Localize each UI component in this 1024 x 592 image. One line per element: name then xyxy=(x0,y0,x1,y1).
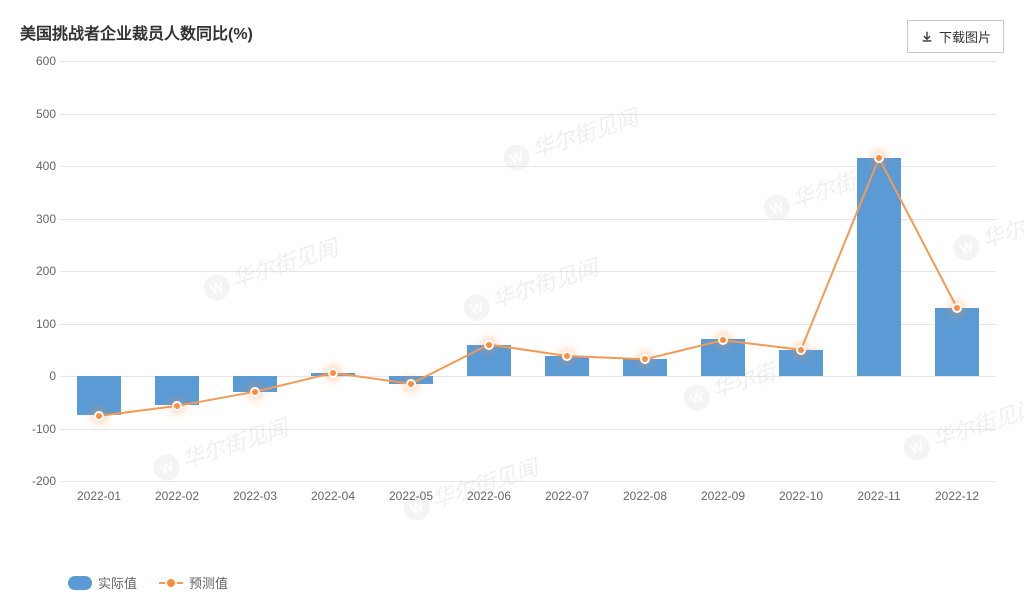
y-axis-label: -200 xyxy=(20,474,56,488)
line-marker xyxy=(328,368,338,378)
line-marker xyxy=(94,411,104,421)
legend-bar-label: 实际值 xyxy=(98,573,137,592)
y-axis-label: 600 xyxy=(20,54,56,68)
x-axis-label: 2022-05 xyxy=(389,489,433,503)
y-axis-label: 100 xyxy=(20,317,56,331)
line-marker xyxy=(484,340,494,350)
legend: 实际值 预测值 xyxy=(68,573,1004,592)
gridline xyxy=(60,481,996,482)
line-marker xyxy=(874,153,884,163)
x-axis-label: 2022-03 xyxy=(233,489,277,503)
y-axis-label: 0 xyxy=(20,369,56,383)
x-axis-label: 2022-09 xyxy=(701,489,745,503)
legend-line-label: 预测值 xyxy=(189,573,228,592)
x-axis-label: 2022-02 xyxy=(155,489,199,503)
x-axis-label: 2022-06 xyxy=(467,489,511,503)
chart-container: 美国挑战者企业裁员人数同比(%) 下载图片 -200-1000100200300… xyxy=(0,0,1024,578)
header: 美国挑战者企业裁员人数同比(%) 下载图片 xyxy=(20,20,1004,53)
x-axis-label: 2022-10 xyxy=(779,489,823,503)
y-axis-label: 200 xyxy=(20,264,56,278)
download-icon xyxy=(920,30,934,44)
x-axis-label: 2022-08 xyxy=(623,489,667,503)
download-button[interactable]: 下载图片 xyxy=(907,20,1004,53)
chart-title: 美国挑战者企业裁员人数同比(%) xyxy=(20,20,253,44)
plot-region: -200-1000100200300400500600W华尔街见闻W华尔街见闻W… xyxy=(60,61,996,481)
line-marker xyxy=(640,354,650,364)
line-marker xyxy=(718,335,728,345)
y-axis-label: 400 xyxy=(20,159,56,173)
y-axis-label: 300 xyxy=(20,212,56,226)
line-marker xyxy=(172,401,182,411)
line-marker xyxy=(796,345,806,355)
line-marker xyxy=(562,351,572,361)
legend-item-bar[interactable]: 实际值 xyxy=(68,573,137,592)
x-axis-label: 2022-07 xyxy=(545,489,589,503)
x-axis-labels: 2022-01 2022-02 2022-03 2022-04 2022-05 2022-… xyxy=(60,489,996,509)
line-marker xyxy=(952,303,962,313)
y-axis-label: 500 xyxy=(20,107,56,121)
y-axis-label: -100 xyxy=(20,422,56,436)
chart-area: -200-1000100200300400500600W华尔街见闻W华尔街见闻W… xyxy=(60,61,996,521)
line-series xyxy=(60,61,996,481)
line-marker xyxy=(406,379,416,389)
line-marker xyxy=(250,387,260,397)
x-axis-label: 2022-04 xyxy=(311,489,355,503)
legend-swatch-line xyxy=(159,582,183,584)
download-button-label: 下载图片 xyxy=(939,27,991,46)
x-axis-label: 2022-01 xyxy=(77,489,121,503)
x-axis-label: 2022-11 xyxy=(857,489,900,503)
legend-item-line[interactable]: 预测值 xyxy=(159,573,228,592)
x-axis-label: 2022-12 xyxy=(935,489,979,503)
